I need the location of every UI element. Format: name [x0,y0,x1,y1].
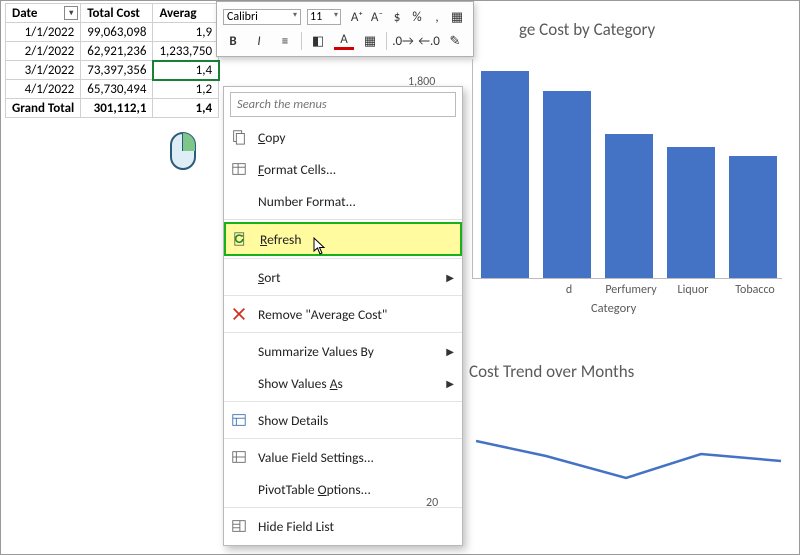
cell[interactable]: 65,730,494 [81,80,153,99]
menu-item-summarize-values-by[interactable]: Summarize Values By ▶ [224,335,462,367]
align-icon[interactable]: ≡ [275,31,295,51]
mini-toolbar: Calibri ▾ 11 ▾ A⁺A⁻$%,▦ BI≡◧A▦.0→←.0✎ [216,1,474,57]
menu-item-format-cells[interactable]: Format Cells... [224,153,462,185]
line-chart-title: Cost Trend over Months [469,361,634,382]
table-format-icon[interactable]: ▦ [447,7,467,27]
menu-item-label: Value Field Settings... [258,449,454,466]
cell[interactable]: 2/1/2022 [6,42,81,61]
refresh-icon [232,230,250,248]
borders-icon[interactable]: ▦ [360,31,380,51]
blank-icon [230,192,248,210]
col-date[interactable]: Date▾ [6,4,81,23]
col-avg[interactable]: Averag [153,4,219,23]
comma-icon[interactable]: , [427,7,447,27]
cell[interactable]: 73,397,356 [81,61,153,80]
blank-icon [230,374,248,392]
bar [605,134,653,278]
menu-item-label: Format Cells... [258,161,454,178]
bar-chart: 1,800 dPerfumeryLiquorTobacco Category [476,51,786,313]
grand-total-label: Grand Total [6,99,81,118]
cell[interactable]: 62,921,236 [81,42,153,61]
remove-icon [230,305,248,323]
menu-item-label: Hide Field List [258,518,454,535]
menu-item-value-field-settings[interactable]: Value Field Settings... [224,441,462,473]
decrease-font-icon[interactable]: A⁻ [367,7,387,27]
cell[interactable]: 1,233,750 [153,42,219,61]
italic-icon[interactable]: I [249,31,269,51]
menu-item-number-format[interactable]: Number Format... [224,185,462,217]
menu-item-show-values-as[interactable]: Show Values As ▶ [224,367,462,399]
filter-icon[interactable]: ▾ [64,6,78,20]
cell[interactable]: 1,2 [153,80,219,99]
decrease-decimal-icon[interactable]: ←.0 [419,31,439,51]
percent-icon[interactable]: % [407,7,427,27]
menu-item-label: Show Values As [258,375,436,392]
y-tick-label: 1,800 [408,75,435,89]
accounting-icon[interactable]: $ [387,7,407,27]
line-chart: 20 [471,396,791,506]
menu-item-hide-field-list[interactable]: Hide Field List [224,510,462,542]
format-painter-icon[interactable]: ✎ [445,31,465,51]
cell[interactable]: 1,9 [153,23,219,42]
x-axis-title: Category [591,301,636,316]
bold-icon[interactable]: B [223,31,243,51]
bar-chart-title: ge Cost by Category [519,19,655,40]
format-cells-icon [230,160,248,178]
increase-decimal-icon[interactable]: .0→ [393,31,413,51]
submenu-arrow-icon: ▶ [446,271,454,284]
col-total[interactable]: Total Cost [81,4,153,23]
menu-search-input[interactable] [230,92,456,117]
category-label: d [534,283,604,297]
submenu-arrow-icon: ▶ [446,345,454,358]
menu-item-label: Summarize Values By [258,343,436,360]
cell: 301,112,1 [81,99,153,118]
bar [543,91,591,278]
mouse-illustration-icon [169,131,197,171]
menu-item-sort[interactable]: Sort ▶ [224,261,462,293]
details-icon [230,411,248,429]
context-menu: Copy Format Cells... Number Format... Refre… [223,86,463,546]
blank-icon [230,342,248,360]
cell[interactable]: 1,4 [153,61,219,80]
menu-item-label: Show Details [258,412,454,429]
bar [667,147,715,278]
font-color-icon[interactable]: A [334,33,354,50]
menu-item-label: PivotTable Options... [258,481,454,498]
font-select[interactable]: Calibri ▾ [223,9,301,25]
menu-item-label: Sort [258,269,436,286]
settings-icon [230,448,248,466]
increase-font-icon[interactable]: A⁺ [347,7,367,27]
category-label: Liquor [658,283,728,297]
hide-icon [230,517,248,535]
cell[interactable]: 99,063,098 [81,23,153,42]
menu-item-remove-average-cost[interactable]: Remove "Average Cost" [224,298,462,330]
line-path [476,406,786,496]
y-tick-label: 20 [426,496,438,510]
menu-item-label: Number Format... [258,193,454,210]
menu-item-copy[interactable]: Copy [224,121,462,153]
cell[interactable]: 3/1/2022 [6,61,81,80]
menu-item-refresh[interactable]: Refresh [224,222,462,256]
cell[interactable]: 4/1/2022 [6,80,81,99]
bar [481,71,529,278]
blank-icon [230,268,248,286]
copy-icon [230,128,248,146]
menu-item-label: Copy [258,129,454,146]
fill-color-icon[interactable]: ◧ [308,31,328,51]
cell: 1,4 [153,99,219,118]
category-label: Tobacco [720,283,790,297]
cell[interactable]: 1/1/2022 [6,23,81,42]
category-label: Perfumery [596,283,666,297]
menu-item-label: Remove "Average Cost" [258,306,454,323]
menu-item-show-details[interactable]: Show Details [224,404,462,436]
pivot-table[interactable]: Date▾ Total Cost Averag 1/1/202299,063,0… [5,3,219,118]
blank-icon [230,480,248,498]
cursor-icon [313,237,327,255]
menu-item-label: Refresh [260,231,452,248]
bar [729,156,777,278]
font-size-select[interactable]: 11 ▾ [307,9,341,25]
submenu-arrow-icon: ▶ [446,377,454,390]
